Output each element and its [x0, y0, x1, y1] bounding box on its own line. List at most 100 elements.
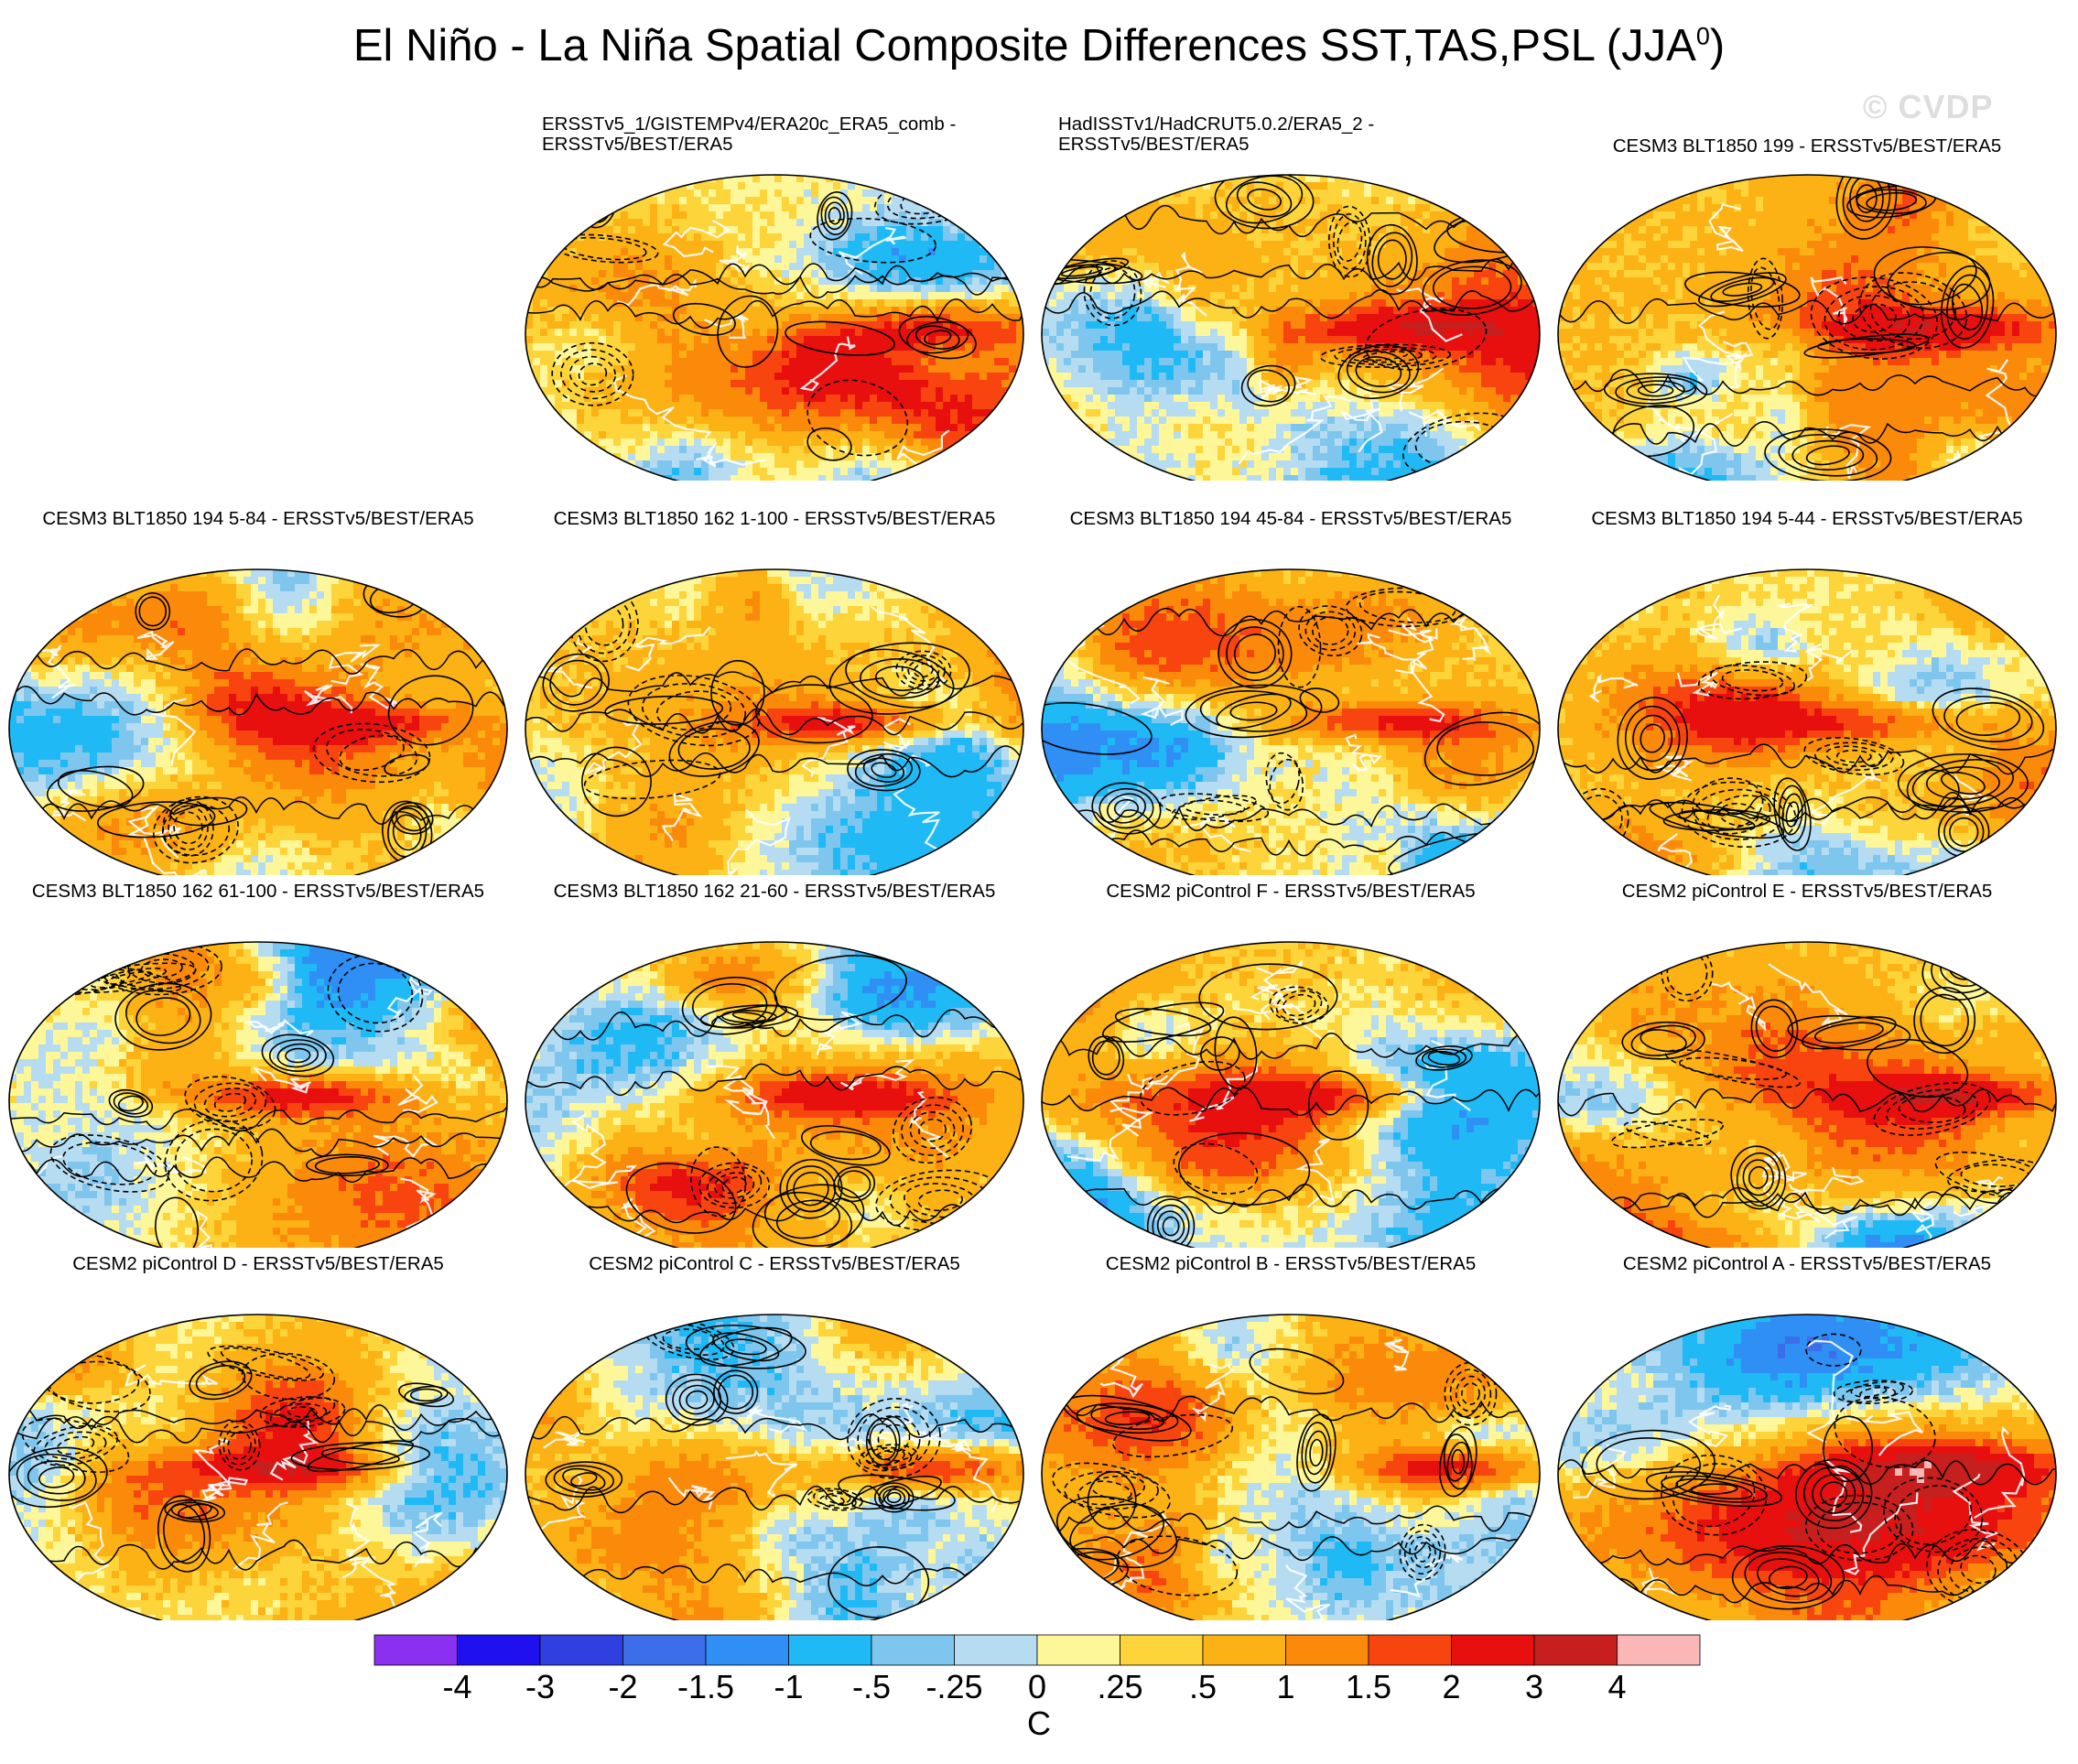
map-outline: [525, 1314, 1024, 1620]
map-outline: [1557, 941, 2057, 1248]
map-plot: [1557, 941, 2057, 1248]
panel-title: HadISSTv1/HadCRUT5.0.2/ERA5_2 - ERSSTv5/B…: [1058, 114, 1534, 155]
map-outline: [1557, 568, 2057, 875]
map-plot: [1557, 1314, 2057, 1620]
colorbar-tick-label: -1.5: [665, 1668, 747, 1706]
map-outline: [1041, 568, 1541, 875]
map-panel-5: CESM3 BLT1850 162 1-100 - ERSSTv5/BEST/E…: [518, 509, 1031, 875]
colorbar-swatch: [1368, 1634, 1452, 1666]
map-panel-7: CESM3 BLT1850 194 5-44 - ERSSTv5/BEST/ER…: [1551, 509, 2063, 875]
map-panel-6: CESM3 BLT1850 194 45-84 - ERSSTv5/BEST/E…: [1034, 509, 1547, 875]
map-panel-15: CESM2 piControl A - ERSSTv5/BEST/ERA5: [1551, 1254, 2063, 1620]
map-panel-3: CESM3 BLT1850 199 - ERSSTv5/BEST/ERA5: [1551, 114, 2063, 481]
map-panel-8: CESM3 BLT1850 162 61-100 - ERSSTv5/BEST/…: [2, 882, 514, 1248]
map-outline: [1557, 174, 2057, 481]
panel-title: CESM3 BLT1850 162 61-100 - ERSSTv5/BEST/…: [2, 882, 514, 902]
map-plot: [525, 174, 1024, 481]
colorbar-swatch: [1120, 1634, 1204, 1666]
map-field: [9, 942, 507, 1248]
panel-title: CESM3 BLT1850 194 45-84 - ERSSTv5/BEST/E…: [1034, 509, 1547, 529]
colorbar-tick-label: 0: [996, 1668, 1078, 1706]
colorbar-tick-label: 1: [1245, 1668, 1327, 1706]
cvdp-watermark: © CVDP: [1863, 88, 1994, 126]
map-plot: [1041, 568, 1541, 875]
map-field: [525, 942, 1023, 1248]
colorbar-tick-label: -.5: [830, 1668, 913, 1706]
map-plot: [8, 1314, 508, 1620]
colorbar-swatch: [1036, 1634, 1120, 1666]
map-panel-4: CESM3 BLT1850 194 5-84 - ERSSTv5/BEST/ER…: [2, 509, 514, 875]
map-panel-14: CESM2 piControl B - ERSSTv5/BEST/ERA5: [1034, 1254, 1547, 1620]
colorbar-swatch: [705, 1634, 789, 1666]
map-outline: [1041, 1314, 1541, 1620]
panel-title: CESM3 BLT1850 194 5-84 - ERSSTv5/BEST/ER…: [2, 509, 514, 529]
colorbar-tick-label: 2: [1411, 1668, 1493, 1706]
colorbar-swatch: [1533, 1634, 1618, 1666]
colorbar-swatch: [871, 1634, 955, 1666]
colorbar-tick-label: 1.5: [1327, 1668, 1410, 1706]
map-plot: [1557, 568, 2057, 875]
colorbar-tick-label: .5: [1162, 1668, 1244, 1706]
map-plot: [525, 568, 1024, 875]
map-outline: [8, 568, 508, 875]
map-panel-13: CESM2 piControl C - ERSSTv5/BEST/ERA5: [518, 1254, 1031, 1620]
map-outline: [525, 941, 1024, 1248]
panel-title: CESM3 BLT1850 162 21-60 - ERSSTv5/BEST/E…: [518, 882, 1031, 902]
map-outline: [1557, 1314, 2057, 1620]
map-plot: [1557, 174, 2057, 481]
panel-title: CESM2 piControl C - ERSSTv5/BEST/ERA5: [518, 1254, 1031, 1274]
map-field: [1042, 175, 1540, 481]
map-field: [525, 175, 1023, 481]
colorbar-tick-label: -3: [499, 1668, 581, 1706]
colorbar-unit: C: [998, 1704, 1080, 1743]
panel-title: CESM3 BLT1850 199 - ERSSTv5/BEST/ERA5: [1551, 136, 2063, 157]
map-panel-10: CESM2 piControl F - ERSSTv5/BEST/ERA5: [1034, 882, 1547, 1248]
colorbar-swatch: [1202, 1634, 1286, 1666]
panel-title: CESM2 piControl B - ERSSTv5/BEST/ERA5: [1034, 1254, 1547, 1274]
map-outline: [1041, 941, 1541, 1248]
map-outline: [525, 174, 1024, 481]
panel-title: ERSSTv5_1/GISTEMPv4/ERA20c_ERA5_comb - ER…: [542, 114, 1018, 155]
map-field: [525, 569, 1023, 875]
colorbar-swatch: [373, 1634, 458, 1666]
map-field: [525, 1315, 1023, 1620]
colorbar-swatch: [954, 1634, 1038, 1666]
panel-title: CESM3 BLT1850 162 1-100 - ERSSTv5/BEST/E…: [518, 509, 1031, 529]
map-plot: [1041, 174, 1541, 481]
map-plot: [525, 1314, 1024, 1620]
panel-title: CESM2 piControl E - ERSSTv5/BEST/ERA5: [1551, 882, 2063, 902]
map-outline: [525, 568, 1024, 875]
panel-title: CESM2 piControl F - ERSSTv5/BEST/ERA5: [1034, 882, 1547, 902]
colorbar-swatch: [1617, 1634, 1701, 1666]
colorbar-swatch: [788, 1634, 872, 1666]
map-outline: [8, 941, 508, 1248]
map-field: [1558, 942, 2056, 1248]
map-plot: [8, 568, 508, 875]
colorbar-tick-label: -4: [417, 1668, 499, 1706]
colorbar-tick-label: 4: [1576, 1668, 1659, 1706]
map-field: [1042, 942, 1540, 1248]
map-panel-12: CESM2 piControl D - ERSSTv5/BEST/ERA5: [2, 1254, 514, 1620]
map-field: [1558, 569, 2056, 875]
map-field: [9, 1315, 507, 1620]
map-panel-2: HadISSTv1/HadCRUT5.0.2/ERA5_2 - ERSSTv5/B…: [1034, 114, 1547, 481]
map-plot: [1041, 941, 1541, 1248]
map-plot: [525, 941, 1024, 1248]
colorbar-tick-label: -.25: [914, 1668, 996, 1706]
map-plot: [8, 941, 508, 1248]
map-outline: [8, 1314, 508, 1620]
colorbar-swatch: [457, 1634, 541, 1666]
map-panel-9: CESM3 BLT1850 162 21-60 - ERSSTv5/BEST/E…: [518, 882, 1031, 1248]
colorbar-tick-label: 3: [1493, 1668, 1575, 1706]
panel-title: CESM2 piControl A - ERSSTv5/BEST/ERA5: [1551, 1254, 2063, 1274]
colorbar-swatch: [539, 1634, 623, 1666]
colorbar-tick-label: -2: [582, 1668, 665, 1706]
map-panel-1: ERSSTv5_1/GISTEMPv4/ERA20c_ERA5_comb - ER…: [518, 114, 1031, 481]
map-field: [9, 569, 507, 875]
map-plot: [1041, 1314, 1541, 1620]
colorbar-tick-label: -1: [748, 1668, 830, 1706]
colorbar-tick-label: .25: [1079, 1668, 1162, 1706]
map-field: [1042, 1315, 1540, 1620]
panel-title: CESM2 piControl D - ERSSTv5/BEST/ERA5: [2, 1254, 514, 1274]
colorbar-swatch: [1451, 1634, 1535, 1666]
